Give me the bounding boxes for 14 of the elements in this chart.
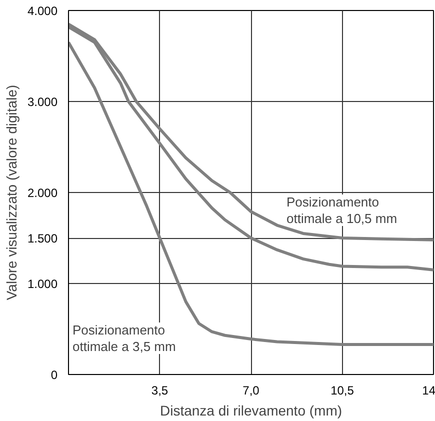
x-tick-label: 10,5 [330, 384, 354, 398]
y-tick-label: 1.000 [27, 277, 58, 291]
x-tick-label: 14 [422, 384, 435, 398]
y-tick-label: 1.500 [27, 232, 58, 246]
y-tick-label: 3.000 [27, 95, 58, 109]
x-tick-label: 7,0 [242, 384, 260, 398]
x-tick-label: 3,5 [151, 384, 168, 398]
annotation: Posizionamento ottimale a 10,5 mm [286, 194, 398, 226]
y-tick-label: 4.000 [27, 4, 58, 18]
annotation: Posizionamento ottimale a 3,5 mm [72, 322, 176, 354]
y-axis-title: Valore visualizzato (valore digitale) [3, 84, 20, 300]
y-tick-label: 2.000 [27, 186, 58, 200]
x-axis-title: Distanza di rilevamento (mm) [160, 402, 342, 418]
y-tick-label: 0 [50, 368, 58, 382]
